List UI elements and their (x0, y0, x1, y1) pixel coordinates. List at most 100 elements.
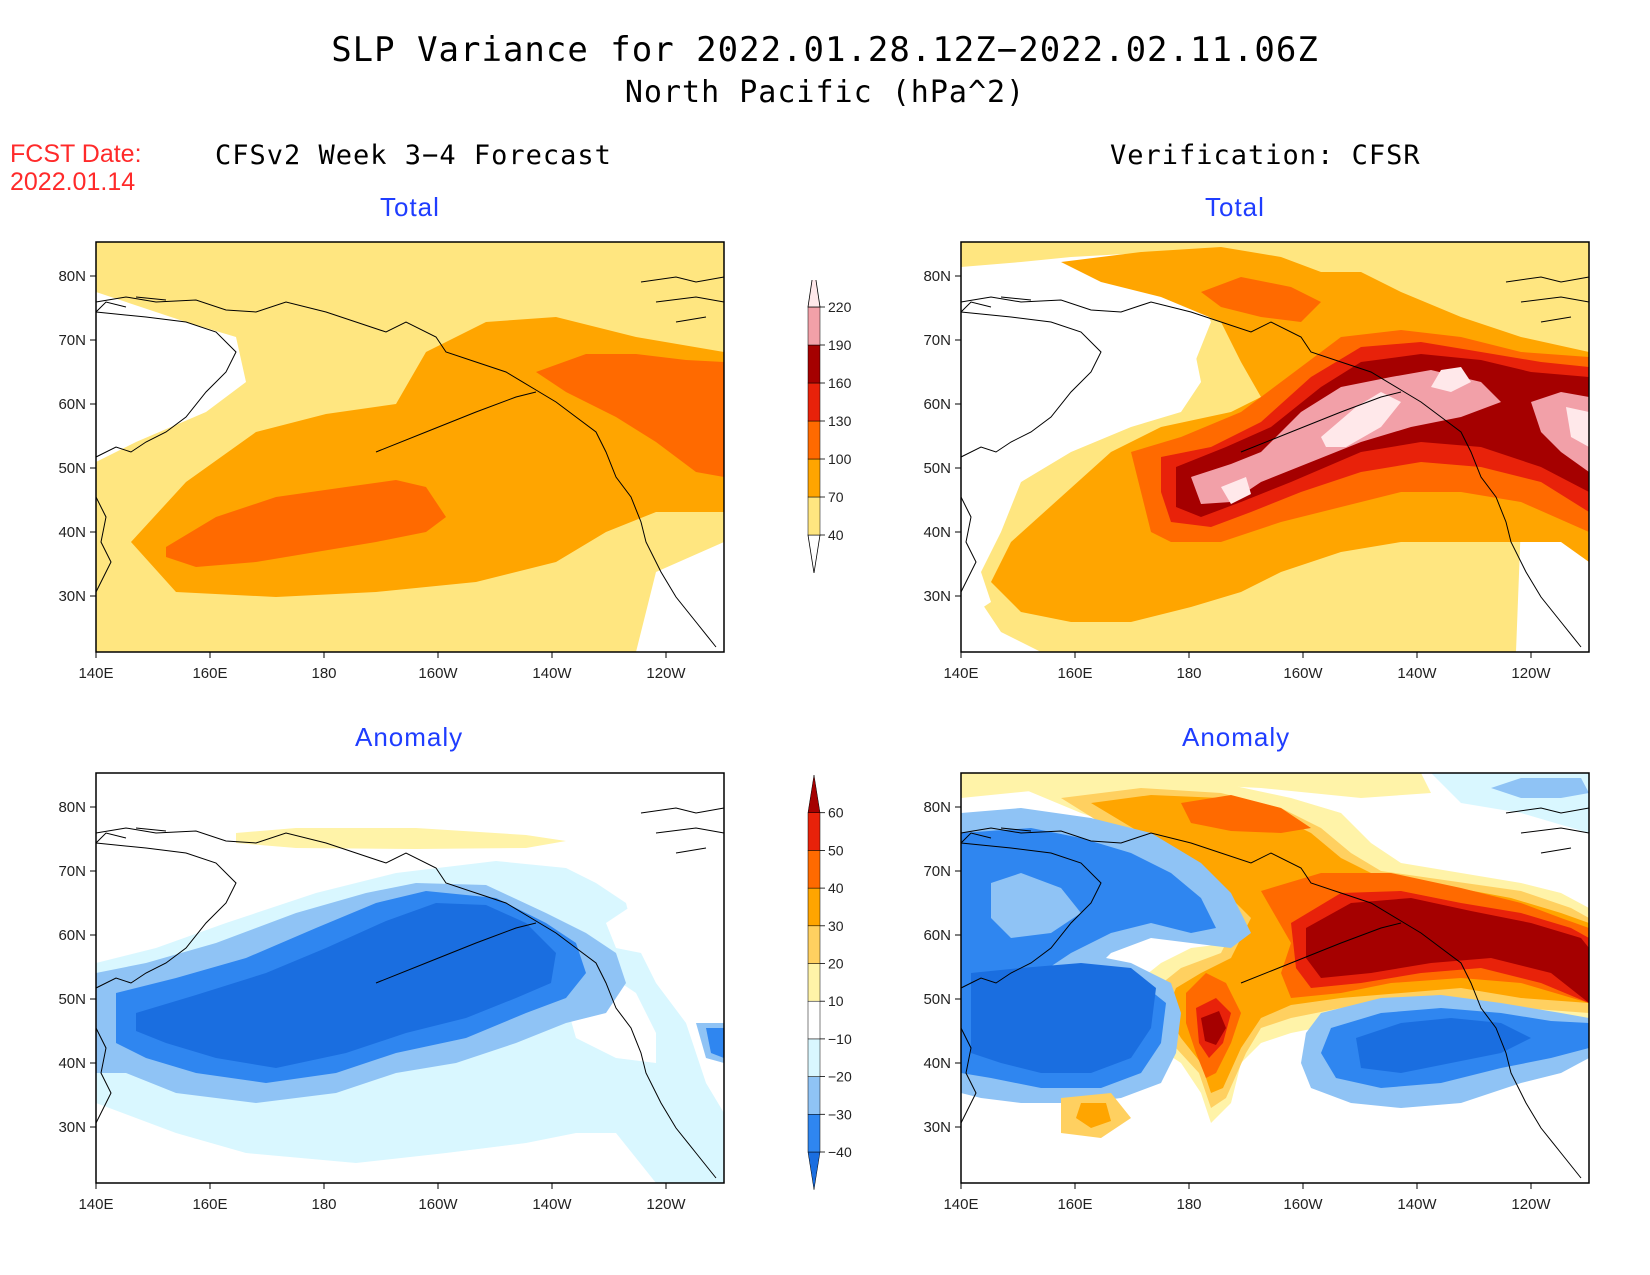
colorbar-swatch (807, 458, 821, 498)
lat-label: 80N (923, 268, 951, 285)
colorbar-swatch (807, 1076, 821, 1115)
lon-label: 180 (1176, 665, 1201, 682)
lon-label: 180 (311, 1196, 336, 1213)
colorbar-label: 160 (828, 375, 852, 391)
colorbar-swatch (807, 850, 821, 889)
verification-anomaly-lat-axis: 80N 70N 60N 50N 40N 30N (923, 799, 961, 1136)
lon-label: 120W (646, 1196, 686, 1213)
colorbar-swatch (807, 496, 821, 536)
colorbar-swatch (807, 1151, 821, 1190)
colorbar-swatch (807, 306, 821, 346)
verification-anomaly-map: 80N 70N 60N 50N 40N 30N 140E 160E 180 160W 140W 12… (923, 772, 1590, 1213)
colorbar-swatch (807, 420, 821, 460)
verification-anomaly-title: Anomaly (1182, 722, 1291, 752)
forecast-date-value: 2022.01.14 (10, 168, 136, 196)
colorbar-swatch (807, 1038, 821, 1077)
forecast-total-lon-axis: 140E 160E 180 160W 140W 120W (78, 652, 686, 682)
colorbar-swatch (807, 774, 821, 813)
forecast-anomaly-lon-axis: 140E 160E 180 160W 140W 120W (78, 1183, 686, 1213)
forecast-anomaly-lat-axis: 80N 70N 60N 50N 40N 30N (58, 799, 96, 1136)
colorbar-label: 100 (828, 451, 852, 467)
total-colorbar-swatches (807, 280, 821, 574)
lon-label: 140E (78, 1196, 113, 1213)
forecast-anomaly-title: Anomaly (355, 722, 464, 752)
lon-label: 180 (311, 665, 336, 682)
lon-label: 160W (1283, 1196, 1323, 1213)
lat-label: 50N (58, 460, 86, 477)
lat-label: 50N (923, 460, 951, 477)
lon-label: 120W (1511, 1196, 1551, 1213)
colorbar-label: 70 (828, 489, 844, 505)
colorbar-label: 40 (828, 527, 844, 543)
lat-label: 80N (58, 799, 86, 816)
forecast-date-label: FCST Date: (10, 140, 142, 168)
colorbar-label: −20 (828, 1069, 852, 1085)
lat-label: 70N (923, 332, 951, 349)
lat-label: 70N (58, 332, 86, 349)
lat-label: 50N (58, 991, 86, 1008)
lat-label: 60N (58, 927, 86, 944)
forecast-date: FCST Date: 2022.01.14 (10, 140, 142, 196)
lon-label: 160W (1283, 665, 1323, 682)
colorbar-label: 60 (828, 805, 844, 821)
colorbar-label: 50 (828, 842, 844, 858)
lat-label: 60N (58, 396, 86, 413)
lat-label: 70N (58, 863, 86, 880)
lon-label: 140W (532, 1196, 572, 1213)
colorbar-swatch (807, 1114, 821, 1153)
lat-label: 40N (58, 1055, 86, 1072)
colorbar-swatch (807, 382, 821, 422)
lat-label: 60N (923, 396, 951, 413)
lon-label: 140E (943, 1196, 978, 1213)
lat-label: 40N (923, 1055, 951, 1072)
colorbar-swatch (807, 887, 821, 927)
lon-label: 140W (532, 665, 572, 682)
verification-total-title: Total (1205, 192, 1265, 222)
lat-label: 70N (923, 863, 951, 880)
total-colorbar-labels: 40 70 100 130 160 190 220 (820, 299, 852, 543)
lon-label: 120W (1511, 665, 1551, 682)
right-column-title: Verification: CFSR (1110, 140, 1421, 171)
colorbar-label: −10 (828, 1031, 852, 1047)
anomaly-colorbar: −40 −30 −20 −10 10 20 30 40 50 60 (807, 774, 852, 1190)
anomaly-colorbar-swatches (807, 774, 821, 1190)
lon-label: 160E (192, 665, 227, 682)
lon-label: 160W (418, 665, 458, 682)
main-subtitle: North Pacific (hPa^2) (624, 75, 1026, 110)
verification-total-lat-axis: 80N 70N 60N 50N 40N 30N (923, 268, 961, 605)
colorbar-lower-extension (807, 534, 821, 574)
lat-label: 80N (58, 268, 86, 285)
total-colorbar: 40 70 100 130 160 190 220 (807, 280, 852, 574)
forecast-total-lat-axis: 80N 70N 60N 50N 40N 30N (58, 268, 96, 605)
lat-label: 30N (923, 1119, 951, 1136)
lon-label: 140E (943, 665, 978, 682)
lon-label: 160E (1057, 1196, 1092, 1213)
colorbar-label: 220 (828, 299, 852, 315)
lat-label: 30N (58, 1119, 86, 1136)
lon-label: 140E (78, 665, 113, 682)
colorbar-label: 30 (828, 918, 844, 934)
lat-label: 50N (923, 991, 951, 1008)
verification-anomaly-lon-axis: 140E 160E 180 160W 140W 120W (943, 1183, 1551, 1213)
lat-label: 40N (58, 524, 86, 541)
lat-label: 80N (923, 799, 951, 816)
forecast-anomaly-map: 80N 70N 60N 50N 40N 30N 140E 160E 180 160W 140W 12… (58, 772, 725, 1213)
colorbar-label: 20 (828, 956, 844, 972)
colorbar-swatch (807, 925, 821, 964)
main-title: SLP Variance for 2022.01.28.12Z−2022.02.… (331, 30, 1319, 70)
forecast-total-map: 80N 70N 60N 50N 40N 30N 140E 160E 180 160W 140W 12… (58, 241, 725, 682)
colorbar-label: −40 (828, 1144, 852, 1160)
lat-label: 30N (58, 588, 86, 605)
lat-label: 40N (923, 524, 951, 541)
colorbar-swatch (807, 963, 821, 1002)
verification-total-lon-axis: 140E 160E 180 160W 140W 120W (943, 652, 1551, 682)
colorbar-swatch (807, 280, 821, 308)
lon-label: 180 (1176, 1196, 1201, 1213)
anomaly-colorbar-labels: −40 −30 −20 −10 10 20 30 40 50 60 (820, 805, 852, 1160)
colorbar-swatch (807, 344, 821, 384)
lon-label: 160E (1057, 665, 1092, 682)
colorbar-swatch (807, 812, 821, 851)
forecast-total-title: Total (380, 192, 440, 222)
lat-label: 60N (923, 927, 951, 944)
colorbar-label: 190 (828, 337, 852, 353)
